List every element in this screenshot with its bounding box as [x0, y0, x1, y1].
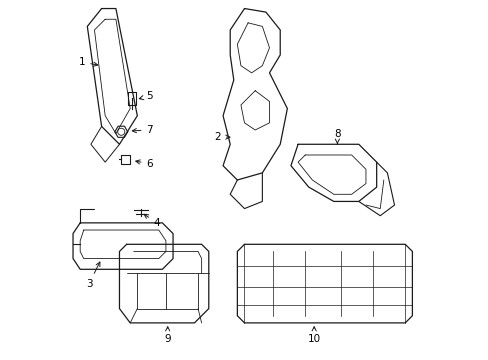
Text: 5: 5	[139, 91, 153, 101]
Text: 9: 9	[164, 327, 171, 344]
Text: 8: 8	[333, 129, 340, 144]
Text: 3: 3	[85, 262, 100, 289]
Text: 1: 1	[79, 57, 98, 67]
Text: 4: 4	[144, 214, 160, 228]
Text: 2: 2	[214, 132, 229, 142]
Text: 6: 6	[136, 159, 153, 169]
Text: 10: 10	[307, 327, 320, 344]
Text: 7: 7	[132, 125, 153, 135]
